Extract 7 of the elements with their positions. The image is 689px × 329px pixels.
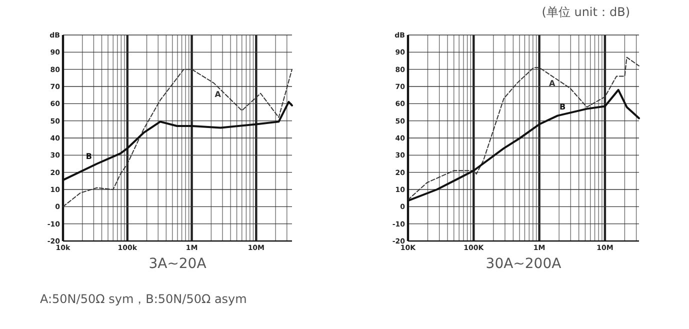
- text: 3A~20A: [148, 256, 207, 272]
- series-label: B: [560, 102, 566, 112]
- text: (单位 unit：dB): [542, 5, 630, 19]
- series-label: A: [549, 79, 556, 88]
- text: A:50N/50Ω sym，B:50N/50Ω asym: [40, 292, 247, 306]
- text: 30A~200A: [486, 256, 562, 272]
- series-label: A: [214, 90, 222, 100]
